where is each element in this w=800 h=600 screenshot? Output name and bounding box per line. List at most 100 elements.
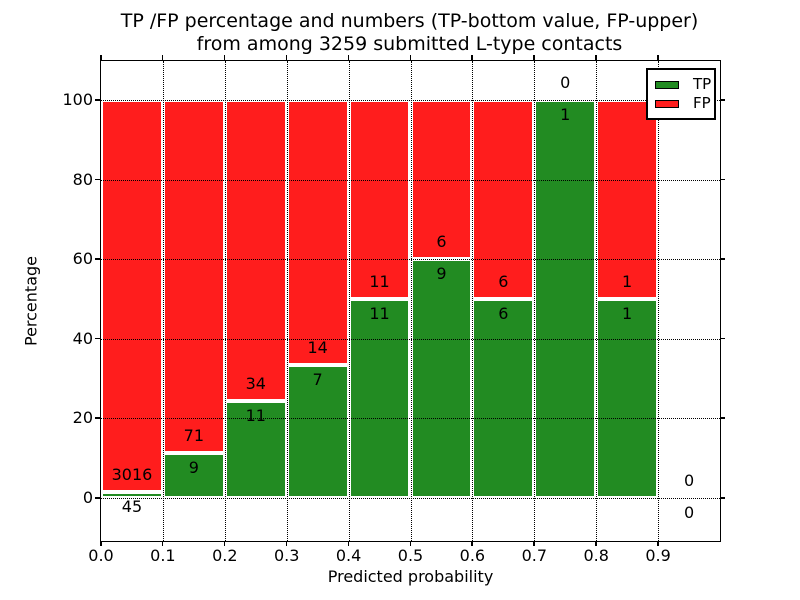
fp-count-label: 71 (183, 426, 205, 446)
x-tick-label: 0.5 (397, 546, 424, 565)
fp-count-label: 14 (307, 338, 328, 358)
x-tick-label: 0.9 (645, 546, 671, 565)
x-tick-mark-top (657, 55, 659, 60)
bar-segment-tp (286, 365, 349, 498)
gridline-vertical (286, 61, 288, 541)
gridline-vertical (658, 61, 660, 541)
bar-segment-fp (348, 100, 411, 299)
x-tick-mark (409, 541, 412, 546)
y-tick-label: 20 (72, 408, 93, 428)
bar-segment-tp (472, 299, 535, 498)
fp-swatch-icon (655, 99, 679, 108)
gridline-vertical (162, 61, 164, 541)
legend: TP FP (646, 68, 716, 120)
x-tick-label: 0.4 (335, 546, 362, 565)
bar-segment-fp (596, 100, 659, 299)
x-tick-mark (533, 541, 535, 546)
gridline-vertical (596, 61, 598, 541)
bar-segment-fp (224, 100, 287, 401)
gridline-vertical (224, 61, 226, 541)
y-tick-mark-right (720, 417, 725, 419)
fp-count-label: 3016 (111, 465, 153, 485)
y-tick-label: 80 (72, 169, 93, 189)
tp-count-label: 0 (683, 503, 695, 522)
y-tick-mark-right (720, 178, 725, 181)
tp-count-label: 11 (369, 304, 390, 323)
tp-count-label: 6 (498, 304, 509, 323)
plot-area: 3016 45 71 9 34 11 14 7 11 11 6 9 6 6 0 1 1 1 0 0 0 20 40 60 80… (22, 55, 725, 586)
bar-segment-fp (162, 100, 225, 454)
x-axis-label: Predicted probability (327, 567, 494, 586)
fp-count-label: 6 (498, 272, 509, 291)
legend-item-fp: FP (655, 94, 714, 113)
x-tick-mark (100, 541, 102, 546)
y-tick-label: 100 (62, 90, 93, 109)
fp-count-label: 34 (245, 373, 266, 393)
tp-count-label: 9 (436, 264, 447, 284)
gridline-vertical (348, 61, 350, 541)
gridline-vertical (410, 61, 412, 541)
tp-count-label: 9 (188, 458, 199, 478)
gridline-vertical (472, 61, 474, 541)
y-tick-mark-right (720, 497, 725, 499)
x-tick-mark-top (347, 55, 350, 60)
y-axis-label: Percentage (21, 255, 41, 347)
bar-segment-tp (224, 400, 287, 498)
y-tick-label: 60 (72, 249, 93, 269)
chart-title: TP /FP percentage and numbers (TP-bottom… (100, 10, 719, 56)
bar-segment-tp (534, 100, 597, 498)
tp-count-label: 1 (622, 304, 633, 323)
fp-count-label: 6 (436, 232, 447, 252)
tp-count-label: 11 (245, 405, 266, 425)
bar-segment-tp (410, 259, 473, 498)
x-tick-mark-top (471, 55, 473, 60)
x-tick-mark (657, 541, 659, 546)
y-tick-mark-right (720, 258, 725, 260)
chart-title-line1: TP /FP percentage and numbers (TP-bottom… (120, 10, 699, 32)
x-tick-label: 0.0 (88, 546, 114, 565)
bar-segment-tp (596, 299, 659, 498)
x-tick-mark (161, 541, 164, 546)
x-tick-mark (285, 541, 288, 546)
y-tick-mark (95, 258, 100, 260)
x-tick-mark-top (533, 55, 535, 60)
x-tick-mark-top (595, 55, 597, 60)
tp-swatch-icon (655, 80, 679, 89)
legend-label-fp: FP (693, 94, 711, 112)
x-tick-mark-top (285, 55, 288, 60)
x-tick-mark (471, 541, 473, 546)
bar-segment-fp (101, 100, 163, 493)
legend-label-tp: TP (693, 75, 712, 93)
y-tick-label: 0 (82, 488, 93, 507)
x-tick-mark-top (223, 55, 226, 60)
x-tick-label: 0.2 (212, 546, 238, 565)
bar-segment-tp (348, 299, 411, 498)
y-tick-mark (95, 178, 100, 181)
fp-count-label: 11 (369, 272, 390, 291)
fp-count-label: 1 (622, 272, 633, 291)
x-tick-mark (347, 541, 350, 546)
x-tick-label: 0.6 (459, 546, 486, 565)
fp-count-label: 0 (683, 471, 695, 490)
tp-count-label: 7 (312, 370, 323, 390)
bar-segment-fp (286, 100, 349, 366)
tp-count-label: 1 (560, 105, 571, 124)
x-tick-label: 0.8 (583, 546, 609, 565)
x-tick-mark (223, 541, 226, 546)
y-tick-mark-right (720, 99, 725, 101)
bar-segment-fp (472, 100, 535, 299)
y-tick-label: 40 (72, 328, 93, 348)
tp-count-label: 45 (121, 497, 143, 517)
x-tick-mark (595, 541, 597, 546)
y-tick-mark-right (720, 337, 725, 340)
x-tick-label: 0.3 (273, 546, 300, 565)
x-tick-label: 0.1 (150, 546, 176, 565)
x-tick-mark-top (100, 55, 102, 60)
bar-segment-tp (101, 492, 163, 498)
legend-item-tp: TP (655, 75, 714, 94)
gridline-vertical (534, 61, 536, 541)
y-tick-mark (95, 337, 100, 340)
x-tick-mark-top (161, 55, 164, 60)
y-tick-mark (95, 99, 100, 101)
